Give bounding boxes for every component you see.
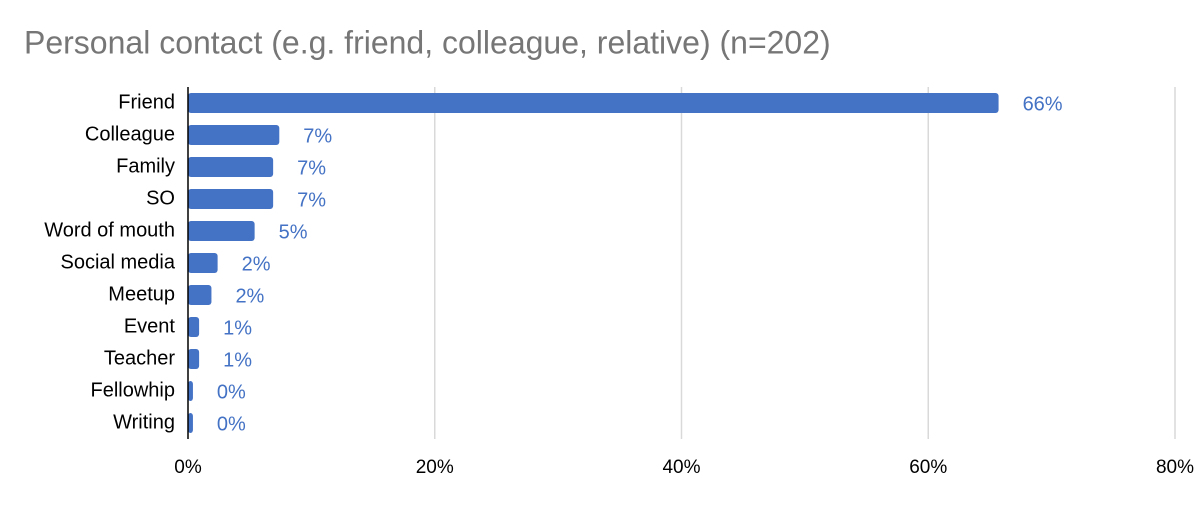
y-tick-label: Teacher bbox=[104, 347, 175, 369]
y-tick-label: SO bbox=[146, 187, 175, 209]
bar bbox=[188, 349, 200, 369]
bar bbox=[188, 381, 193, 401]
y-tick-label: Writing bbox=[113, 411, 175, 433]
value-label: 1% bbox=[223, 349, 252, 371]
bar bbox=[188, 221, 255, 241]
y-tick-label: Event bbox=[124, 315, 176, 337]
y-tick-label: Meetup bbox=[108, 283, 175, 305]
bar bbox=[188, 157, 274, 177]
bar bbox=[188, 125, 280, 145]
y-tick-label: Word of mouth bbox=[44, 219, 175, 241]
value-label: 2% bbox=[235, 285, 264, 307]
y-tick-label: Colleague bbox=[85, 123, 175, 145]
bar bbox=[188, 317, 200, 337]
value-label: 0% bbox=[217, 381, 246, 403]
bar bbox=[188, 189, 274, 209]
bar bbox=[188, 285, 212, 305]
bar bbox=[188, 93, 999, 113]
value-label: 66% bbox=[1023, 93, 1063, 115]
x-tick-label: 0% bbox=[174, 457, 202, 478]
y-tick-label: Fellowhip bbox=[91, 379, 175, 401]
value-label: 7% bbox=[303, 125, 332, 147]
value-label: 2% bbox=[242, 253, 271, 275]
value-label: 1% bbox=[223, 317, 252, 339]
value-label: 7% bbox=[297, 189, 326, 211]
value-label: 5% bbox=[279, 221, 308, 243]
x-tick-label: 40% bbox=[662, 457, 700, 478]
y-tick-label: Social media bbox=[60, 251, 175, 273]
x-tick-label: 20% bbox=[416, 457, 454, 478]
bar bbox=[188, 413, 193, 433]
x-tick-label: 60% bbox=[909, 457, 947, 478]
value-label: 0% bbox=[217, 413, 246, 435]
y-tick-label: Friend bbox=[118, 91, 175, 113]
x-tick-label: 80% bbox=[1156, 457, 1194, 478]
y-tick-label: Family bbox=[116, 155, 175, 177]
value-label: 7% bbox=[297, 157, 326, 179]
chart-title: Personal contact (e.g. friend, colleague… bbox=[24, 24, 831, 60]
bar bbox=[188, 253, 218, 273]
